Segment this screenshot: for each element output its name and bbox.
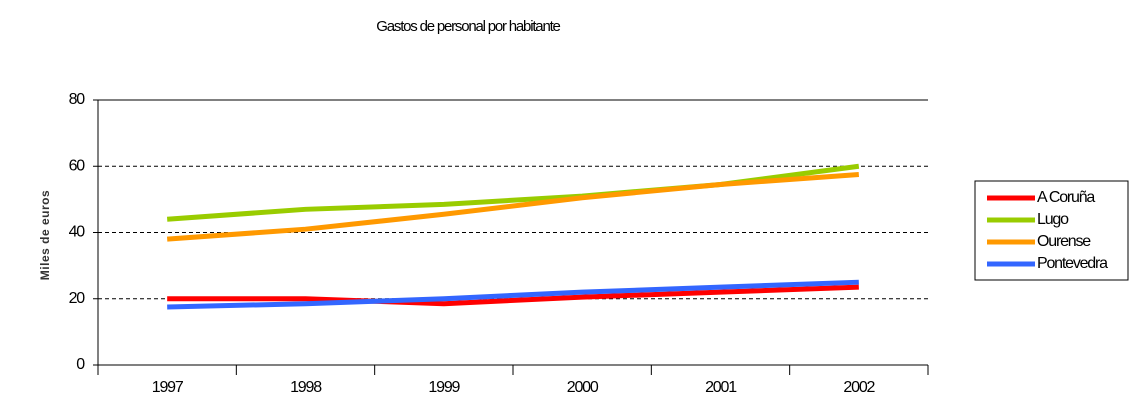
chart-title: Gastos de personal por habitante — [376, 18, 560, 35]
y-tick-label: 80 — [69, 91, 86, 108]
x-tick-label: 1997 — [152, 379, 184, 396]
x-tick-label: 2002 — [843, 379, 875, 396]
y-tick-label: 40 — [69, 224, 86, 241]
legend-label: Lugo — [1037, 211, 1069, 228]
y-tick-label: 60 — [69, 157, 86, 174]
legend-label: Ourense — [1037, 233, 1091, 250]
x-tick-label: 1999 — [428, 379, 460, 396]
y-tick-label: 20 — [69, 290, 86, 307]
series-line — [166, 172, 860, 242]
legend-label: A Coruña — [1037, 189, 1095, 206]
x-tick-label: 1998 — [290, 379, 322, 396]
y-tick-label: 0 — [76, 356, 85, 373]
series-line — [167, 284, 859, 307]
y-axis-label: Miles de euros — [38, 190, 52, 280]
legend-label: Pontevedra — [1037, 255, 1108, 272]
x-tick-label: 2001 — [705, 379, 737, 396]
x-tick-label: 2000 — [567, 379, 599, 396]
series-line — [167, 279, 859, 310]
